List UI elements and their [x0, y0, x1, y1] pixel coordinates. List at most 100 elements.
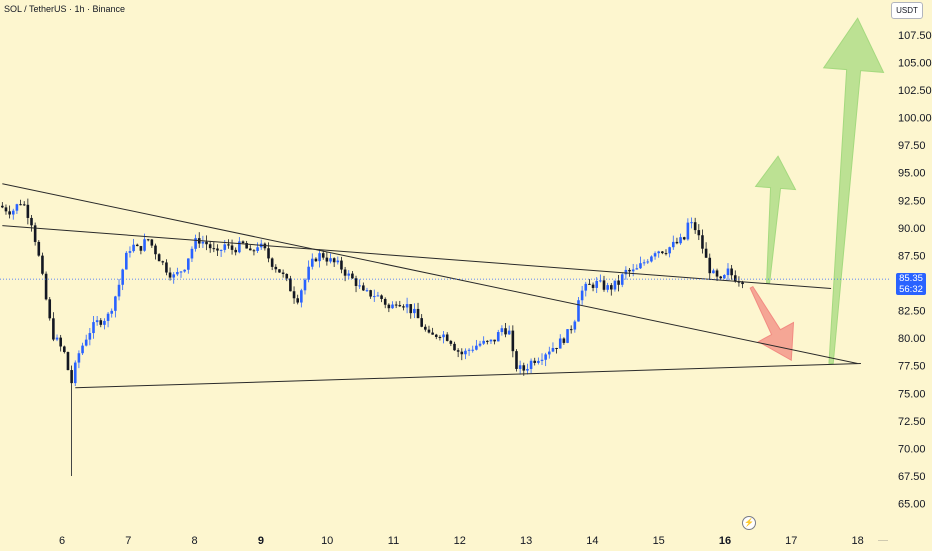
x-tick-label: 15 — [653, 535, 665, 547]
candle-body — [726, 268, 730, 276]
x-tick-label: 16 — [719, 535, 731, 547]
trendline-descending-upper[interactable] — [2, 183, 858, 364]
x-tick-label: 9 — [258, 535, 264, 547]
price-axis[interactable]: 65.00 67.50 70.00 72.50 75.00 77.50 80.00 82.50… — [898, 30, 932, 511]
candle-body — [252, 250, 256, 252]
projection-arrows — [749, 17, 885, 365]
candle-body — [296, 298, 299, 303]
y-tick-label: 100.00 — [898, 113, 932, 125]
candle-body — [650, 256, 653, 262]
candle-body — [292, 291, 296, 299]
candle-body — [398, 305, 402, 307]
projection-arrow-small-green-arrow[interactable] — [754, 155, 797, 284]
candle-body — [325, 257, 329, 262]
candle-body — [682, 237, 686, 240]
candle-body — [172, 274, 176, 278]
candle-body — [475, 345, 478, 350]
candle-body — [693, 222, 697, 231]
candle-body — [157, 254, 161, 262]
y-tick-label: 107.50 — [898, 30, 932, 42]
candle-body — [405, 304, 409, 308]
candle-body — [690, 222, 693, 224]
candle-body — [438, 336, 442, 338]
time-axis[interactable]: 6 7 8 9 10 11 12 13 14 15 16 17 18 — [59, 535, 864, 547]
candle-body — [48, 299, 52, 319]
candle-body — [223, 244, 227, 250]
candle-body — [599, 280, 602, 282]
candle-body — [416, 308, 420, 319]
candle-body — [168, 272, 172, 278]
candle-body — [343, 269, 347, 276]
candle-body — [646, 261, 650, 263]
candlesticks — [1, 198, 744, 476]
candle-body — [515, 351, 518, 369]
candle-body — [424, 326, 427, 330]
candle-body — [216, 248, 219, 251]
candle-body — [657, 251, 660, 254]
candle-body — [351, 273, 354, 279]
candle-body — [529, 360, 533, 369]
candle-body — [281, 272, 285, 274]
candle-body — [668, 247, 671, 254]
candle-body — [628, 269, 631, 272]
candle-body — [609, 285, 613, 290]
candle-body — [566, 329, 569, 343]
candle-body — [99, 320, 103, 325]
candle-body — [176, 271, 179, 275]
trendline-descending-horizontal[interactable] — [2, 225, 832, 289]
candle-body — [55, 337, 59, 340]
candle-body — [737, 281, 741, 283]
candle-body — [708, 257, 712, 274]
y-tick-label: 70.00 — [898, 443, 926, 455]
candle-body — [723, 275, 726, 279]
candle-body — [449, 340, 453, 344]
candle-body — [460, 351, 464, 355]
candle-body — [307, 266, 310, 280]
candle-body — [154, 245, 157, 255]
candle-body — [507, 330, 511, 335]
lightning-icon[interactable]: ⚡ — [742, 516, 756, 530]
candle-body — [569, 329, 573, 331]
candle-body — [584, 283, 588, 291]
candle-body — [88, 333, 92, 340]
candle-body — [431, 332, 434, 335]
candle-body — [15, 204, 19, 211]
candle-body — [183, 269, 186, 272]
candle-body — [635, 268, 639, 270]
candle-body — [653, 253, 657, 257]
candle-body — [318, 253, 321, 262]
candle-body — [92, 322, 95, 334]
candle-body — [274, 266, 278, 270]
candle-body — [63, 346, 66, 353]
candle-body — [132, 244, 135, 252]
candle-body — [362, 285, 365, 291]
candle-body — [471, 349, 475, 351]
x-tick-label: 12 — [454, 535, 466, 547]
trendline-ascending-support[interactable] — [75, 362, 861, 389]
y-tick-label: 95.00 — [898, 168, 926, 180]
x-tick-label: 17 — [785, 535, 797, 547]
candle-body — [544, 354, 547, 360]
candle-body — [456, 350, 460, 352]
candle-body — [212, 248, 216, 250]
candle-body — [347, 273, 351, 276]
candle-body — [245, 243, 248, 249]
projection-arrow-red-arrow[interactable] — [749, 286, 795, 362]
candle-body — [190, 248, 194, 259]
currency-selector[interactable]: USDT — [891, 2, 923, 19]
candle-body — [675, 241, 679, 244]
candle-body — [66, 352, 70, 371]
candle-body — [624, 269, 628, 275]
current-price-tag: 85.35 56:32 — [896, 273, 926, 295]
candle-body — [733, 275, 737, 282]
candle-body — [526, 368, 529, 371]
candle-body — [537, 360, 540, 363]
candle-body — [52, 318, 55, 340]
trendlines — [0, 183, 890, 389]
candle-body — [664, 253, 668, 255]
y-tick-label: 65.00 — [898, 499, 926, 511]
candle-body — [161, 261, 165, 263]
projection-arrow-big-green-arrow[interactable] — [822, 17, 885, 365]
candle-body — [413, 308, 416, 314]
